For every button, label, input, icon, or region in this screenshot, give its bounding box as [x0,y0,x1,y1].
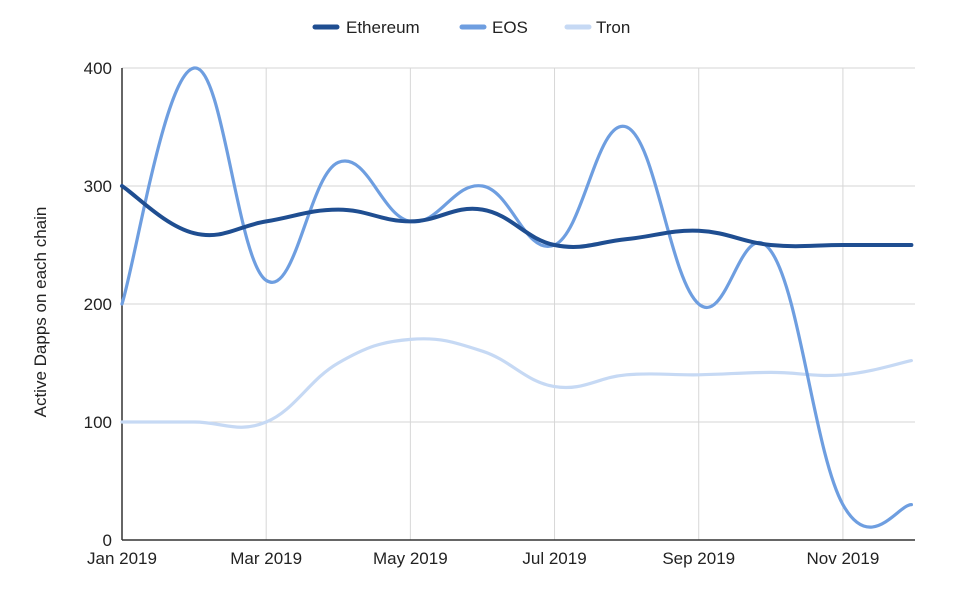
y-tick-label: 100 [84,413,112,432]
legend-label-eos: EOS [492,18,528,37]
legend-label-ethereum: Ethereum [346,18,420,37]
y-tick-label: 0 [103,531,112,550]
x-tick-label: Sep 2019 [662,549,735,568]
y-axis-title: Active Dapps on each chain [31,207,50,418]
x-tick-label: Jan 2019 [87,549,157,568]
series-line-eos [120,66,913,529]
gridlines [122,67,915,540]
x-tick-label: Jul 2019 [522,549,586,568]
legend: Ethereum EOS Tron [312,18,630,37]
series-line-ethereum [120,184,914,249]
legend-label-tron: Tron [596,18,630,37]
y-tick-label: 200 [84,295,112,314]
series-line-tron [120,337,913,429]
x-tick-label: May 2019 [373,549,448,568]
y-tick-label: 400 [84,59,112,78]
x-tick-label: Mar 2019 [230,549,302,568]
series-lines [120,66,914,529]
axes: 0 100 200 300 400 Jan 2019 Mar 2019 May 2019 Jul… [84,59,915,568]
y-tick-label: 300 [84,177,112,196]
x-tick-label: Nov 2019 [807,549,880,568]
